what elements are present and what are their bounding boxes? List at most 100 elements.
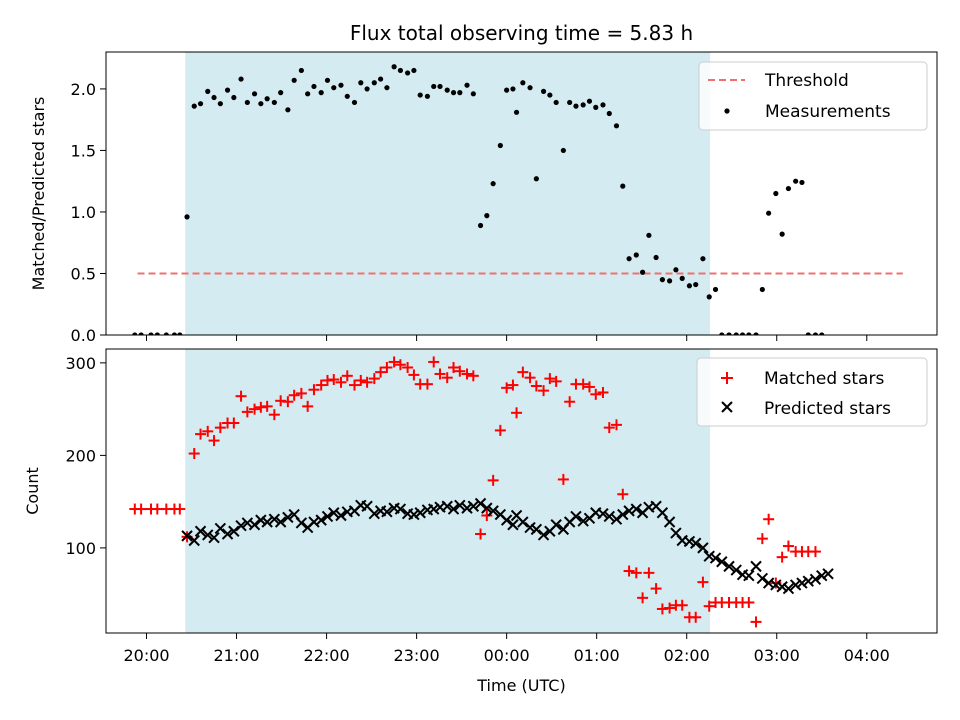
y-axis-label-bottom: Count [23,467,42,515]
measurement-point [753,332,759,335]
matched-star-point [461,368,473,380]
legend-measurements-label: Measurements [765,102,891,122]
matched-star-point [550,375,562,387]
matched-star-point [408,369,420,381]
measurement-point [805,332,811,335]
measurement-point [560,147,566,154]
measurement-point [580,102,586,108]
matched-star-point [583,381,595,393]
measurement-point [726,332,732,335]
matched-star-point [676,599,688,611]
measurement-point [593,104,599,110]
predicted-star-point [474,497,487,510]
y-tick-label: 1.5 [71,141,96,160]
measurement-point [324,77,331,83]
matched-star-point [564,396,576,408]
measurement-point [553,99,559,106]
measurement-point [184,214,190,220]
predicted-star-point [789,579,802,591]
predicted-star-point [255,514,267,526]
predicted-star-point [487,505,499,517]
measurement-point [171,332,178,335]
predicted-star-point [507,519,519,531]
measurement-point [431,83,437,90]
y-tick-label: 0.5 [71,264,96,283]
predicted-stars-points [181,497,834,595]
matched-star-point [402,362,414,374]
predicted-star-point [530,523,543,536]
matched-star-point [428,356,440,368]
predicted-star-point [454,499,466,512]
matched-star-point [355,374,367,386]
matched-star-point [501,382,513,394]
measurement-point [693,281,699,288]
measurement-point [679,275,685,281]
predicted-star-point [550,519,562,531]
measurement-point [154,332,160,335]
matched-star-point [288,389,300,401]
matched-star-point [381,362,393,374]
predicted-star-point [697,542,709,554]
y-tick-label: 200 [65,446,96,465]
measurement-point [138,332,144,335]
matched-star-point [809,546,821,558]
measurement-point [567,99,573,106]
predicted-star-point [394,503,407,515]
x-tick-label: 21:00 [213,646,259,665]
predicted-star-point [261,516,273,528]
x-tick-label: 04:00 [844,646,890,665]
measurement-point [191,103,197,109]
measurement-point [444,87,450,93]
predicted-star-point [683,535,696,548]
matched-star-point [315,379,327,391]
measurement-point [391,64,397,70]
matched-star-point [388,356,400,368]
measurement-point [238,76,244,82]
matched-star-point [475,528,487,540]
predicted-star-point [656,507,669,519]
predicted-star-point [796,577,808,589]
matched-star-point [664,602,676,614]
measurement-point [205,88,211,94]
legend-matched-swatch [721,372,733,384]
y-tick-label: 300 [65,354,96,373]
matched-star-point [511,407,523,419]
y-ticks-bottom: 100 200 300 [65,354,106,558]
predicted-star-point [274,516,287,528]
measurement-point [504,87,510,93]
matched-star-point [530,380,542,392]
matched-star-point [507,379,519,391]
matched-star-point [467,370,479,382]
measurement-point [211,94,217,101]
measurement-point [291,77,297,83]
measurement-point [244,99,250,106]
panel-counts: 100 200 300 20:00 21:00 22:00 23:00 00:00 01:00… [23,348,938,695]
x-tick-label: 01:00 [574,646,620,665]
matched-star-point [195,428,207,440]
measurement-point [197,101,204,107]
matched-star-point [597,386,609,398]
x-tick-label: 02:00 [664,646,710,665]
predicted-star-point [617,508,629,521]
y-axis-label-top: Matched/Predicted stars [29,97,48,291]
panel-ratio: 0.0 0.5 1.0 1.5 2.0 Flux total observing tim… [29,21,938,345]
matched-star-point [261,400,273,412]
measurement-point [397,67,404,74]
legend-box-top [698,61,928,131]
matched-star-point [538,385,550,397]
y-ticks-top: 0.0 0.5 1.0 1.5 2.0 [71,80,106,345]
measurement-point [177,332,183,335]
x-ticks-bottom: 20:00 21:00 22:00 23:00 00:00 01:00 02:00 03:00… [123,633,890,665]
predicted-star-point [524,521,536,534]
matched-star-point [135,503,147,515]
matched-star-point [335,376,347,388]
measurement-point [450,90,457,96]
matched-star-point [650,583,662,595]
predicted-star-point [381,506,393,518]
legend-measurements-swatch [724,108,730,114]
measurement-point [520,80,526,86]
measurement-point [739,332,746,335]
legend-box-bottom [696,357,928,427]
legend-predicted-swatch [721,401,733,413]
